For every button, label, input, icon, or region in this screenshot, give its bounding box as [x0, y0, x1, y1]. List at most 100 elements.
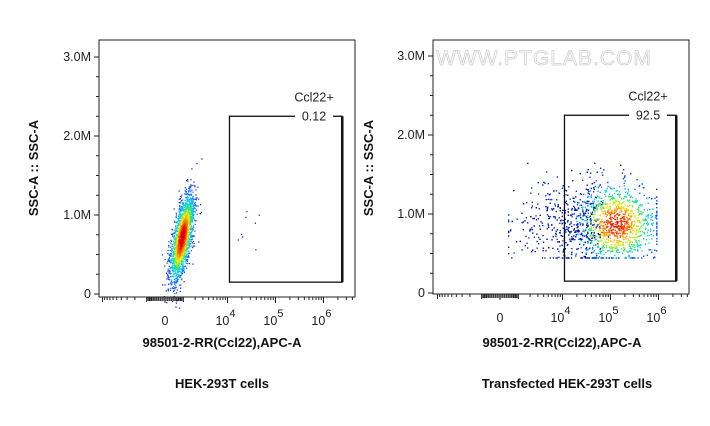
event-point	[190, 226, 192, 228]
event-point	[621, 223, 623, 226]
event-point	[188, 230, 190, 232]
event-point	[182, 262, 184, 264]
event-point	[185, 243, 187, 245]
event-point	[636, 228, 638, 230]
event-point	[588, 248, 590, 250]
event-point	[189, 234, 191, 236]
event-point	[636, 225, 638, 227]
event-point	[175, 256, 177, 258]
event-point	[178, 236, 180, 238]
event-point	[192, 212, 194, 214]
event-point	[188, 234, 190, 236]
event-point	[656, 210, 658, 212]
event-point	[173, 237, 175, 239]
event-point	[615, 211, 617, 213]
event-point	[179, 275, 182, 277]
event-point	[181, 268, 183, 271]
event-point	[184, 211, 186, 213]
event-point	[186, 219, 188, 221]
event-point	[178, 256, 180, 258]
event-point	[183, 258, 185, 260]
event-point	[195, 197, 197, 199]
event-point	[178, 265, 180, 268]
event-point	[167, 249, 169, 251]
event-point	[185, 254, 187, 257]
event-point	[586, 200, 588, 202]
event-point	[619, 214, 621, 216]
event-point	[188, 244, 190, 246]
x-tick-base: 10	[263, 314, 277, 328]
event-point	[609, 227, 611, 229]
event-point	[530, 192, 532, 194]
event-point	[598, 204, 600, 206]
event-point	[578, 202, 580, 204]
event-point	[171, 301, 174, 303]
event-point	[192, 225, 194, 227]
event-point	[624, 223, 626, 225]
event-point	[186, 230, 188, 232]
event-point	[182, 232, 184, 235]
event-point	[184, 241, 186, 243]
event-point	[187, 227, 190, 229]
event-point	[173, 290, 175, 292]
event-point	[186, 240, 188, 242]
event-point	[192, 201, 194, 203]
event-point	[608, 232, 610, 234]
event-point	[190, 240, 192, 242]
event-point	[177, 221, 179, 223]
event-point	[644, 218, 646, 220]
event-point	[187, 232, 189, 234]
event-point	[582, 210, 584, 212]
event-point	[187, 198, 189, 200]
event-point	[183, 225, 185, 227]
event-point	[173, 290, 175, 292]
event-point	[595, 180, 597, 182]
event-point	[176, 280, 178, 282]
event-point	[172, 258, 174, 260]
event-point	[570, 221, 572, 223]
event-point	[192, 245, 194, 247]
event-point	[184, 216, 187, 218]
gate-ccl22-positive[interactable]	[228, 115, 343, 283]
event-point	[168, 257, 171, 259]
event-point	[180, 261, 182, 263]
event-point	[192, 216, 195, 218]
event-point	[655, 216, 657, 218]
event-point	[177, 267, 180, 269]
event-point	[178, 190, 180, 192]
event-point	[187, 179, 189, 181]
event-point	[191, 234, 193, 236]
event-point	[195, 189, 197, 191]
event-point	[513, 190, 515, 192]
event-point	[191, 201, 193, 204]
event-point	[171, 263, 174, 265]
event-point	[174, 229, 176, 231]
event-point	[182, 234, 184, 236]
event-point	[600, 167, 602, 169]
event-point	[587, 212, 589, 214]
event-point	[174, 237, 176, 240]
event-point	[182, 210, 184, 212]
event-point	[633, 225, 635, 227]
event-point	[185, 206, 187, 208]
event-point	[183, 255, 185, 258]
event-point	[606, 220, 608, 222]
event-point	[186, 202, 188, 205]
event-point	[565, 200, 567, 202]
event-point	[594, 237, 596, 239]
event-point	[191, 236, 193, 238]
event-point	[183, 214, 185, 216]
event-point	[165, 290, 167, 292]
event-point	[613, 211, 615, 213]
event-point	[178, 214, 180, 216]
event-point	[186, 211, 188, 213]
panel-transfected-hek293t: WWW.PTGLAB.COM 01.0M2.0M3.0M0 104 105 106 C…	[361, 39, 690, 391]
event-point	[634, 236, 636, 239]
event-point	[599, 232, 601, 234]
event-point	[177, 270, 179, 272]
event-point	[180, 236, 182, 238]
event-point	[609, 186, 611, 188]
event-point	[182, 199, 184, 201]
event-point	[170, 287, 172, 289]
